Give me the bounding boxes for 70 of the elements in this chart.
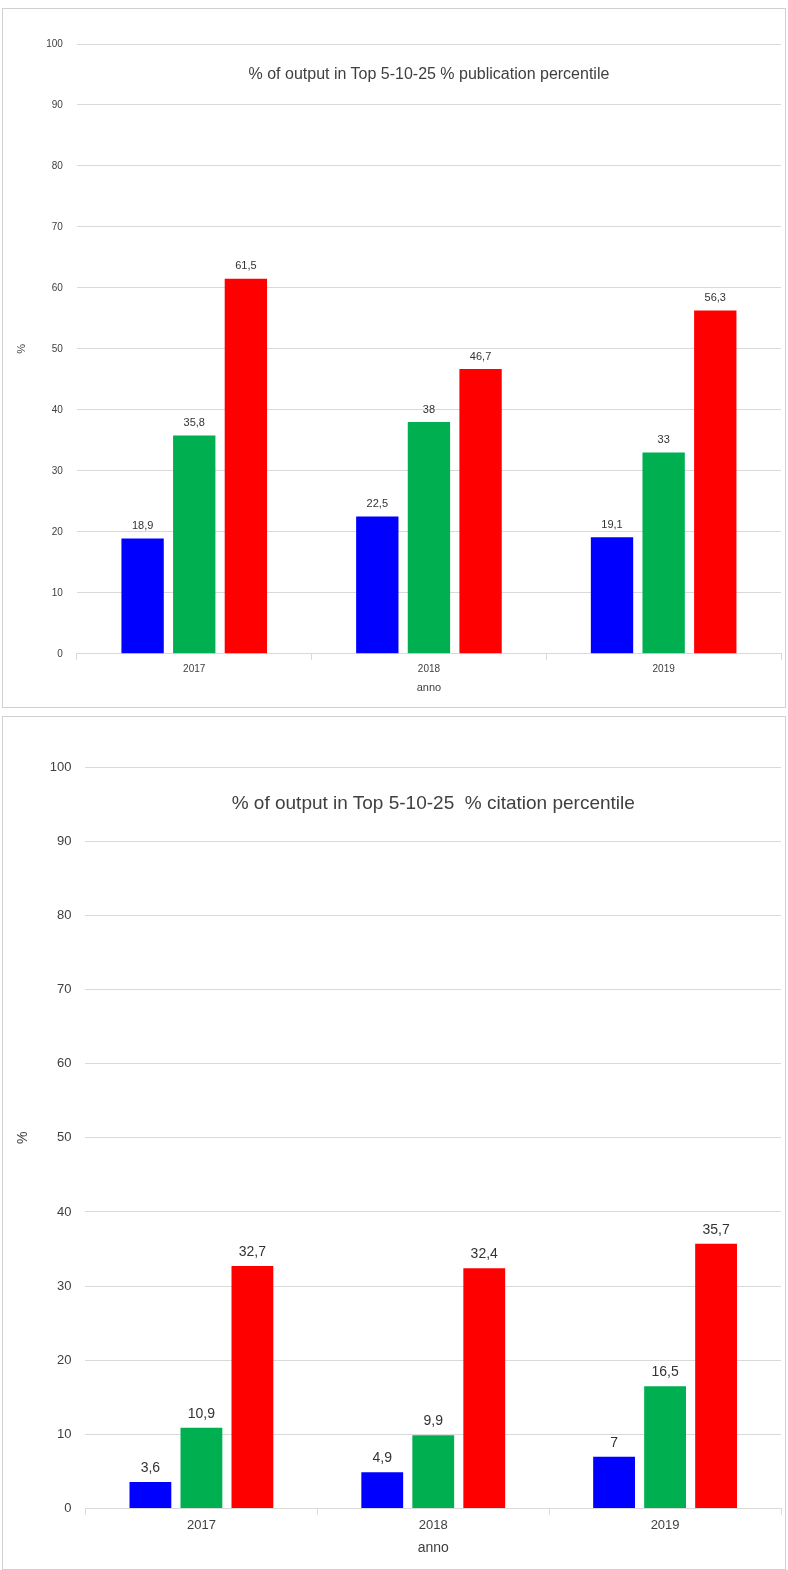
data-label: 19,1 — [601, 517, 623, 530]
bar — [407, 422, 451, 654]
y-tick-label: 10 — [57, 1426, 72, 1442]
bar — [459, 369, 502, 654]
x-axis-title: anno — [417, 1539, 450, 1556]
text: % of output in Top 5-10-25 % publication percentile — [248, 64, 610, 82]
y-tick-label: 90 — [57, 832, 72, 848]
bar — [231, 1266, 274, 1509]
y-tick-label: 60 — [57, 1055, 72, 1071]
y-tick-label: 70 — [57, 981, 72, 997]
x-tick-label: 2018 — [418, 1516, 448, 1532]
bar — [642, 452, 685, 654]
y-tick-label: 50 — [51, 342, 64, 354]
bar — [593, 1456, 635, 1509]
y-tick-label: 100 — [49, 758, 72, 774]
y-tick-label: 40 — [57, 1203, 72, 1219]
data-label: 3,6 — [140, 1458, 161, 1475]
data-label: 10,9 — [187, 1404, 216, 1421]
data-label: 16,5 — [651, 1363, 679, 1380]
bar — [173, 435, 216, 654]
bar — [463, 1268, 506, 1509]
bar — [694, 310, 737, 654]
y-tick-label: 0 — [64, 1500, 72, 1516]
data-label: 22,5 — [366, 497, 389, 510]
bar — [180, 1427, 223, 1509]
bar — [224, 278, 268, 654]
y-tick-label: 70 — [51, 220, 64, 232]
y-tick-label: 30 — [51, 464, 64, 476]
bar — [129, 1481, 172, 1509]
data-label: 46,7 — [469, 349, 492, 362]
y-tick-label: 100 — [46, 37, 64, 49]
bar — [361, 1472, 404, 1509]
data-label: 35,8 — [183, 416, 205, 429]
y-axis-title: % — [14, 1131, 31, 1145]
y-tick-label: 40 — [51, 403, 64, 415]
data-label: 38 — [422, 402, 436, 415]
x-axis-title: anno — [416, 681, 442, 694]
data-label: 32,7 — [238, 1242, 267, 1259]
y-tick-label: 80 — [51, 159, 64, 171]
y-tick-label: 10 — [51, 586, 64, 598]
y-tick-label: 90 — [51, 98, 64, 110]
y-tick-label: 20 — [51, 525, 64, 537]
y-tick-label: 80 — [57, 906, 72, 922]
data-label: 35,7 — [702, 1220, 730, 1237]
data-label: 9,9 — [423, 1412, 444, 1429]
data-label: 18,9 — [131, 519, 154, 532]
y-tick-label: 60 — [51, 281, 64, 293]
x-tick-label: 2017 — [183, 662, 206, 674]
y-tick-label: 50 — [57, 1129, 72, 1145]
y-tick-label: 0 — [57, 647, 64, 659]
data-label: 61,5 — [235, 259, 257, 272]
data-label: 33 — [657, 433, 670, 446]
y-tick-label: 20 — [57, 1351, 72, 1367]
bar — [356, 516, 399, 654]
x-tick-label: 2019 — [650, 1516, 680, 1532]
y-axis-title: % — [14, 343, 27, 354]
data-label: 32,4 — [470, 1245, 499, 1262]
bar — [412, 1435, 455, 1509]
data-label: 4,9 — [372, 1449, 393, 1466]
text: % of output in Top 5-10-25 % citation percentile — [231, 792, 635, 814]
bar — [695, 1243, 737, 1509]
x-tick-label: 2017 — [186, 1516, 216, 1532]
bar — [644, 1386, 686, 1509]
bar — [590, 537, 634, 654]
x-tick-label: 2018 — [417, 662, 441, 674]
x-tick-label: 2019 — [652, 662, 676, 674]
data-label: 56,3 — [704, 291, 726, 304]
data-label: 7 — [610, 1433, 619, 1450]
bar — [121, 538, 164, 654]
y-tick-label: 30 — [57, 1277, 72, 1293]
